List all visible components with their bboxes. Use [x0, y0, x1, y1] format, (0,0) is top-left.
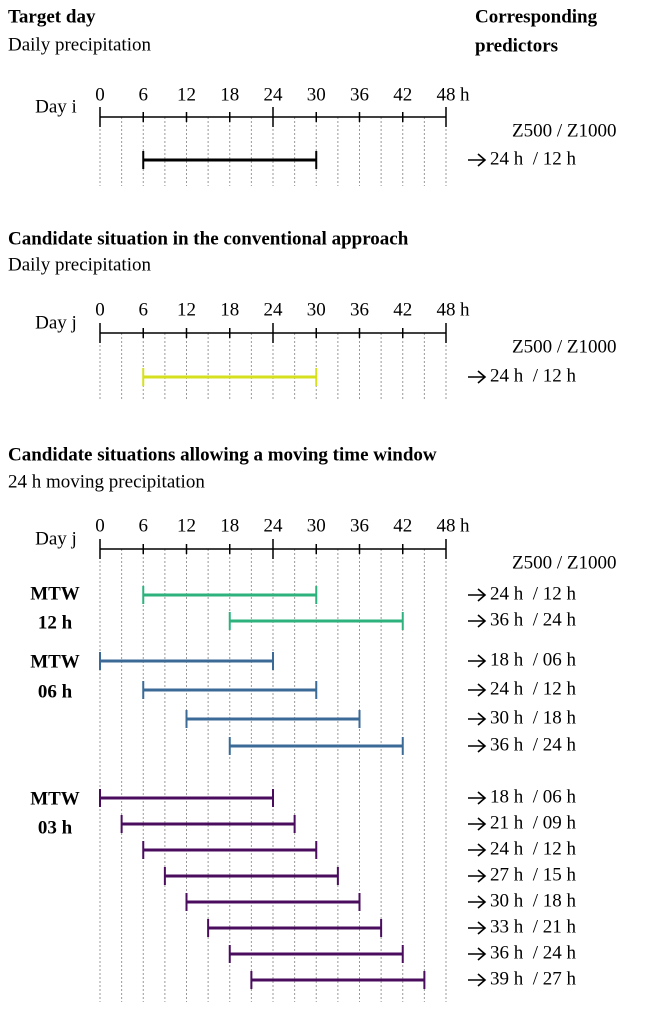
predictor-label: 24 h / 12 h — [490, 148, 577, 169]
tick-label: 36 — [350, 84, 369, 105]
tick-label: 12 — [177, 84, 196, 105]
predictor-header: Z500 / Z1000 — [512, 336, 617, 357]
arrow — [468, 370, 487, 384]
predictor-label: 36 h / 24 h — [490, 734, 577, 755]
tick-label: 12 — [177, 515, 196, 536]
panel-title: Target day — [8, 6, 96, 27]
arrow — [468, 973, 487, 987]
predictor-label: 30 h / 18 h — [490, 707, 577, 728]
tick-label: 48 — [437, 299, 456, 320]
arrow — [468, 614, 487, 628]
tick-label: 6 — [139, 299, 149, 320]
tick-label: 24 — [264, 84, 284, 105]
tick-label: 30 — [307, 299, 326, 320]
predictor-header: Z500 / Z1000 — [512, 552, 617, 573]
tick-label: 6 — [139, 515, 149, 536]
tick-label: 48 — [437, 515, 456, 536]
tick-label: 48 — [437, 84, 456, 105]
tick-label: 24 — [264, 515, 284, 536]
panel-subtitle: Daily precipitation — [8, 34, 151, 55]
day-label: Day j — [35, 528, 77, 549]
predictor-label: 24 h / 12 h — [490, 365, 577, 386]
tick-label: 18 — [220, 84, 239, 105]
group-label: MTW — [30, 651, 80, 672]
predictor-label: 36 h / 24 h — [490, 609, 577, 630]
day-label: Day i — [35, 96, 77, 117]
arrow — [468, 869, 487, 883]
axis-unit: h — [460, 84, 470, 105]
tick-label: 30 — [307, 84, 326, 105]
tick-label: 0 — [95, 299, 105, 320]
predictor-label: 27 h / 15 h — [490, 864, 577, 885]
predictor-header: Z500 / Z1000 — [512, 120, 617, 141]
arrow — [468, 817, 487, 831]
predictor-label: 24 h / 12 h — [490, 838, 577, 859]
predictor-label: 18 h / 06 h — [490, 786, 577, 807]
predictor-label: 24 h / 12 h — [490, 678, 577, 699]
panel-subtitle: 24 h moving precipitation — [8, 471, 205, 492]
tick-label: 24 — [264, 299, 284, 320]
axis-unit: h — [460, 299, 470, 320]
day-label: Day j — [35, 312, 77, 333]
arrow — [468, 683, 487, 697]
group-label: 06 h — [38, 681, 73, 702]
tick-label: 42 — [393, 84, 412, 105]
group-label: MTW — [30, 583, 80, 604]
tick-label: 42 — [393, 515, 412, 536]
tick-label: 42 — [393, 299, 412, 320]
arrow — [468, 921, 487, 935]
predictor-label: 24 h / 12 h — [490, 583, 577, 604]
predictor-label: 18 h / 06 h — [490, 649, 577, 670]
panel-subtitle: Daily precipitation — [8, 254, 151, 275]
predictor-label: 36 h / 24 h — [490, 942, 577, 963]
header-title: Corresponding — [475, 6, 598, 27]
predictor-label: 33 h / 21 h — [490, 916, 577, 937]
tick-label: 18 — [220, 299, 239, 320]
tick-label: 12 — [177, 299, 196, 320]
predictor-label: 39 h / 27 h — [490, 968, 577, 989]
tick-label: 36 — [350, 515, 369, 536]
tick-label: 6 — [139, 84, 149, 105]
arrow — [468, 895, 487, 909]
panel-title: Candidate situations allowing a moving t… — [8, 444, 437, 465]
arrow — [468, 654, 487, 668]
predictor-label: 30 h / 18 h — [490, 890, 577, 911]
axis-unit: h — [460, 515, 470, 536]
arrow — [468, 712, 487, 726]
tick-label: 36 — [350, 299, 369, 320]
tick-label: 18 — [220, 515, 239, 536]
arrow — [468, 739, 487, 753]
panel-title: Candidate situation in the conventional … — [8, 228, 409, 249]
arrow — [468, 588, 487, 602]
predictor-label: 21 h / 09 h — [490, 812, 577, 833]
tick-label: 30 — [307, 515, 326, 536]
arrow — [468, 843, 487, 857]
group-label: MTW — [30, 788, 80, 809]
tick-label: 0 — [95, 515, 105, 536]
group-label: 03 h — [38, 817, 73, 838]
arrow — [468, 153, 487, 167]
group-label: 12 h — [38, 612, 73, 633]
arrow — [468, 791, 487, 805]
header-title: predictors — [475, 35, 558, 56]
tick-label: 0 — [95, 84, 105, 105]
arrow — [468, 947, 487, 961]
